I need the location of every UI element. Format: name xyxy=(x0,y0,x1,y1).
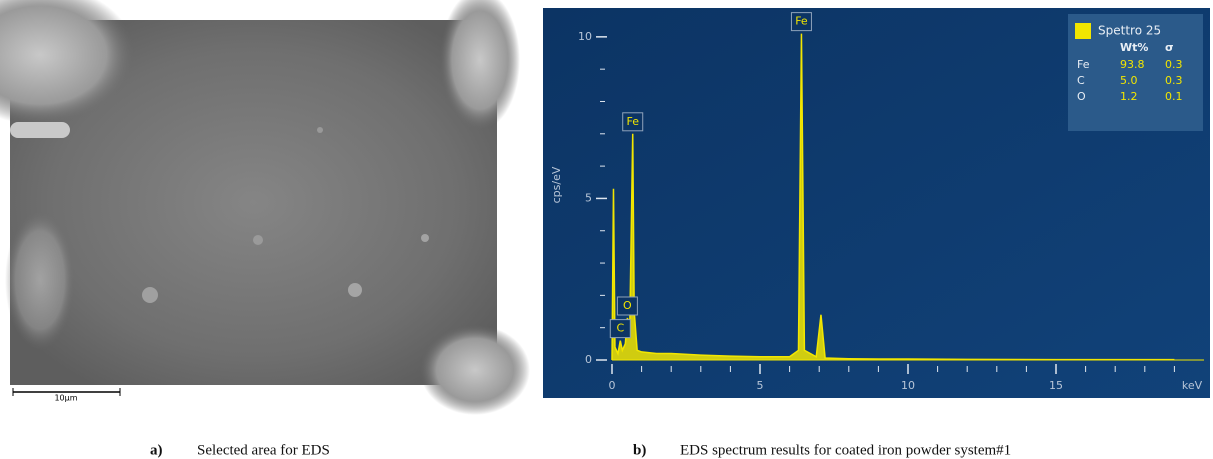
y-tick-label: 0 xyxy=(585,353,592,366)
peak-label: Fe xyxy=(626,115,639,128)
legend-cell: 93.8 xyxy=(1120,58,1145,71)
x-tick-label: 15 xyxy=(1049,379,1063,392)
legend-cell: 0.1 xyxy=(1165,90,1183,103)
peak-label: C xyxy=(616,322,624,335)
figure: 10µm a) Selected area for EDS b) EDS spe… xyxy=(0,0,1213,459)
legend-element: Fe xyxy=(1077,58,1090,71)
legend-element: C xyxy=(1077,74,1085,87)
legend-element: O xyxy=(1077,90,1086,103)
y-axis-label: cps/eV xyxy=(550,166,563,203)
peak-label: O xyxy=(623,299,632,312)
x-tick-label: 10 xyxy=(901,379,915,392)
x-tick-label: 0 xyxy=(609,379,616,392)
y-tick-label: 5 xyxy=(585,191,592,204)
peak-label: Fe xyxy=(795,15,808,28)
legend-cell: 5.0 xyxy=(1120,74,1138,87)
legend-swatch xyxy=(1075,23,1091,39)
figure-svg: 10µm a) Selected area for EDS b) EDS spe… xyxy=(0,0,1213,459)
scale-bar-label: 10µm xyxy=(54,394,77,403)
panel-caption: Selected area for EDS xyxy=(197,442,330,458)
legend-header: Wt% xyxy=(1120,41,1148,54)
sem-image xyxy=(0,0,530,415)
legend-cell: 1.2 xyxy=(1120,90,1138,103)
x-tick-label: 5 xyxy=(757,379,764,392)
panel-label: a) xyxy=(150,442,163,458)
panel-caption: EDS spectrum results for coated iron pow… xyxy=(680,442,1011,458)
legend-label: Spettro 25 xyxy=(1098,24,1161,38)
legend-cell: 0.3 xyxy=(1165,74,1183,87)
legend-cell: 0.3 xyxy=(1165,58,1183,71)
x-axis-label: keV xyxy=(1182,379,1203,392)
legend-header: σ xyxy=(1165,41,1174,54)
panel-label: b) xyxy=(633,442,646,458)
y-tick-label: 10 xyxy=(578,30,592,43)
